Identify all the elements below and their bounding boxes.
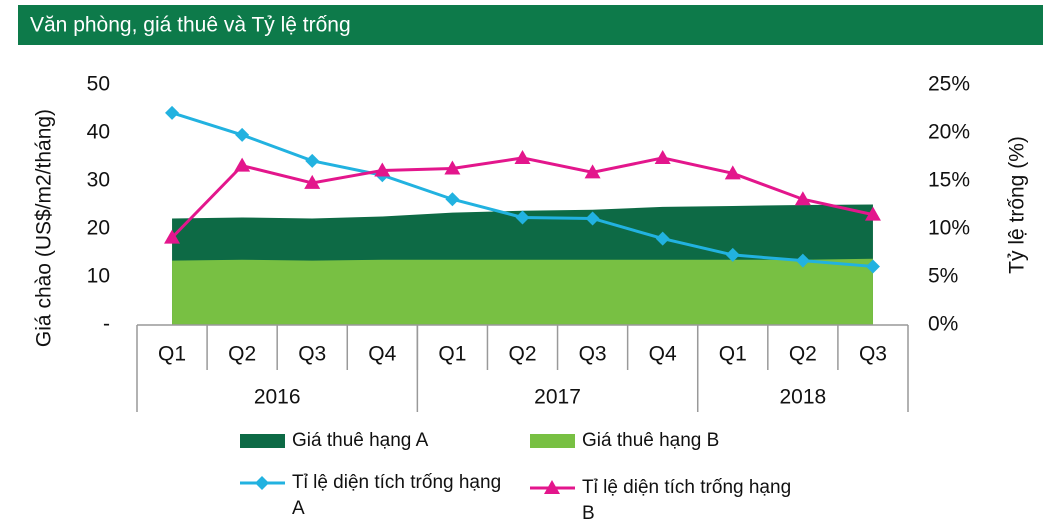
marker — [304, 174, 321, 189]
y-tick-label: 30 — [87, 169, 110, 192]
legend-label: Tỉ lệ diện tích trống hạng B — [582, 477, 792, 524]
marker — [165, 105, 180, 120]
x-tick-label: Q3 — [579, 343, 607, 366]
y2-tick-label: 20% — [928, 121, 970, 144]
legend-swatch — [530, 434, 575, 448]
marker — [654, 149, 671, 164]
legend-marker — [544, 480, 560, 494]
chart-title: Văn phòng, giá thuê và Tỷ lệ trống — [30, 14, 351, 37]
marker — [164, 229, 181, 244]
x-tick-label: Q1 — [158, 343, 186, 366]
y-tick-label: 20 — [87, 217, 110, 240]
y2-tick-label: 25% — [928, 73, 970, 96]
marker — [515, 210, 530, 225]
legend-label: Giá thuê hạng A — [292, 430, 429, 451]
marker — [725, 247, 740, 262]
marker — [724, 165, 741, 180]
marker — [794, 191, 811, 206]
group-label: 2017 — [534, 386, 581, 409]
x-tick-label: Q4 — [649, 343, 677, 366]
x-tick-label: Q2 — [228, 343, 256, 366]
group-label: 2018 — [780, 386, 827, 409]
area — [172, 258, 873, 325]
marker — [235, 127, 250, 142]
y-tick-label: 10 — [87, 265, 110, 288]
marker — [795, 253, 810, 268]
marker — [655, 231, 670, 246]
x-tick-label: Q1 — [438, 343, 466, 366]
marker — [234, 157, 251, 172]
x-tick-label: Q3 — [859, 343, 887, 366]
marker — [514, 149, 531, 164]
y-axis-label: Giá chào (US$/m2/tháng) — [33, 109, 56, 347]
marker — [864, 206, 881, 221]
y-tick-label: 50 — [87, 73, 110, 96]
marker — [865, 259, 880, 274]
marker — [445, 192, 460, 207]
x-tick-label: Q3 — [298, 343, 326, 366]
legend-marker — [255, 476, 269, 490]
x-tick-label: Q4 — [368, 343, 396, 366]
y2-tick-label: 5% — [928, 265, 958, 288]
y2-tick-label: 0% — [928, 313, 958, 336]
marker — [374, 162, 391, 177]
y2-axis-label: Tỷ lệ trống (%) — [1006, 136, 1029, 274]
y-tick-label: - — [103, 313, 110, 336]
y2-tick-label: 15% — [928, 169, 970, 192]
legend-label: Tỉ lệ diện tích trống hạng A — [292, 472, 502, 519]
title-bar — [18, 5, 1043, 45]
marker — [584, 164, 601, 179]
x-tick-label: Q2 — [508, 343, 536, 366]
marker — [444, 160, 461, 175]
marker — [585, 211, 600, 226]
legend-swatch — [240, 434, 285, 448]
legend-label: Giá thuê hạng B — [582, 430, 720, 451]
x-tick-label: Q2 — [789, 343, 817, 366]
marker — [305, 153, 320, 168]
x-tick-label: Q1 — [719, 343, 747, 366]
group-label: 2016 — [254, 386, 301, 409]
y2-tick-label: 10% — [928, 217, 970, 240]
y-tick-label: 40 — [87, 121, 110, 144]
